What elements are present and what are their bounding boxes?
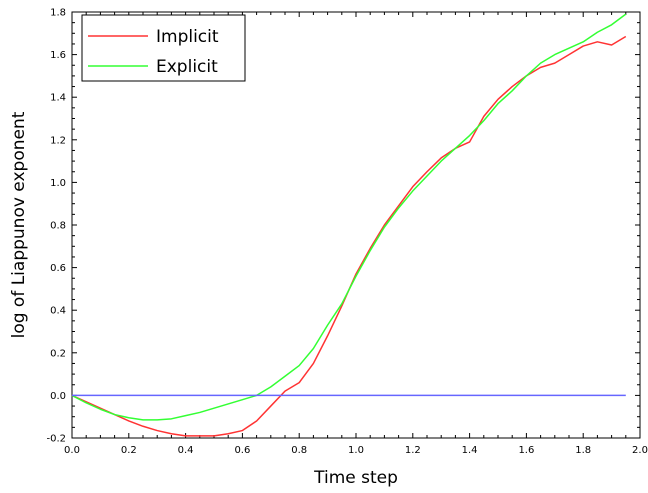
x-tick-label: 0.6 [234,445,250,456]
series-line-explicit [71,13,627,421]
y-tick-label: 1.0 [50,178,66,189]
y-tick-label: 1.4 [50,93,66,104]
y-tick-label: 1.8 [50,8,66,19]
x-axis-label: Time step [313,468,398,488]
series-line-implicit [71,35,627,437]
x-tick-label: 0.0 [64,445,80,456]
x-tick-label: 2.0 [632,445,648,456]
x-tick-label: 0.8 [291,445,307,456]
y-tick-label: 1.2 [50,135,66,146]
y-tick-label: 0.4 [50,306,66,317]
y-axis-label: log of Liappunov exponent [9,111,29,338]
legend-label-explicit: Explicit [156,57,218,77]
x-tick-label: 0.2 [121,445,137,456]
series-layer [71,13,627,437]
x-tick-label: 1.8 [575,445,591,456]
x-tick-label: 1.6 [518,445,534,456]
x-tick-label: 1.0 [348,445,364,456]
y-tick-label: 0.0 [50,391,66,402]
y-tick-label: 0.2 [50,348,66,359]
y-tick-label: 0.8 [50,221,66,232]
x-tick-label: 1.2 [405,445,421,456]
legend-box [81,14,246,82]
legend-label-implicit: Implicit [156,27,219,47]
y-tick-label: -0.2 [46,434,66,445]
x-tick-label: 1.4 [462,445,478,456]
legend: Implicit Explicit [81,14,246,82]
x-tick-label: 0.4 [178,445,194,456]
y-tick-label: 1.6 [50,50,66,61]
y-tick-label: 0.6 [50,263,66,274]
